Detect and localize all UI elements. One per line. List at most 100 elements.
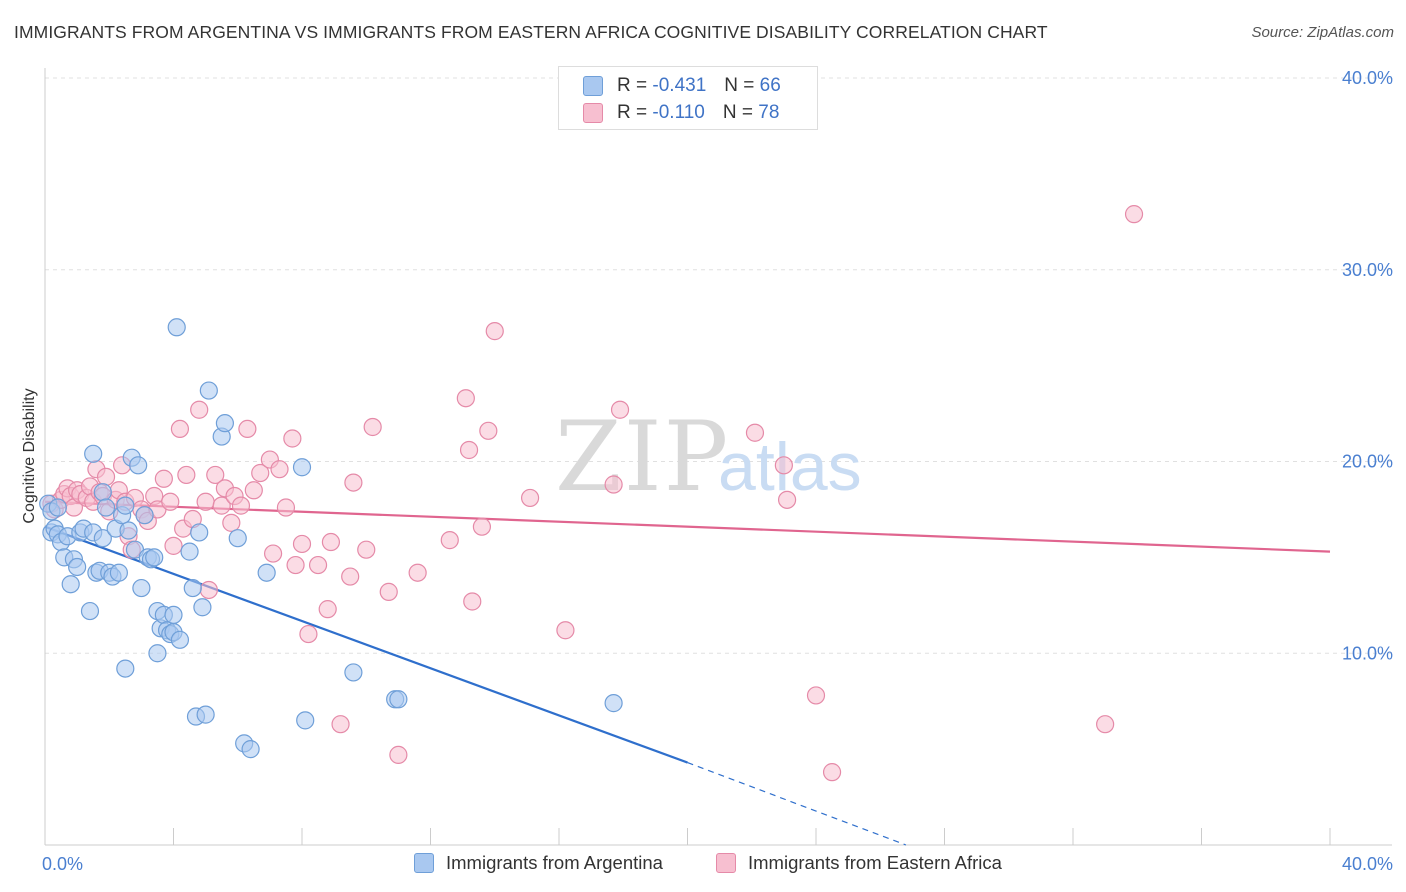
argentina-point [96,498,116,517]
argentina-point [129,456,148,475]
argentina-point [80,601,100,621]
y-tick-label-30: 30.0% [1342,260,1393,280]
legend-row-argentina: R = -0.431 N = 66 [583,73,781,99]
eastern-africa-point [604,475,623,494]
eastern-africa-point [299,624,318,644]
legend-r-value: -0.110 [652,102,705,123]
eastern-africa-point [263,544,283,563]
argentina-point [68,557,87,577]
argentina-point [296,711,315,730]
argentina-point [167,318,186,337]
x-tick-label-min: 0.0% [42,854,83,874]
source-label: Source: ZipAtlas.com [1251,24,1394,41]
argentina-point [93,483,112,502]
argentina-point [190,523,209,542]
argentina-point [228,529,247,548]
argentina-point [199,381,218,400]
eastern-africa-point [485,322,504,341]
eastern-africa-point [286,555,305,575]
legend-r-label: R = [617,75,648,96]
argentina-point [119,521,138,540]
y-tick-label-20: 20.0% [1342,452,1393,472]
eastern-africa-point [270,460,289,479]
eastern-africa-point [363,417,382,437]
eastern-africa-point [357,540,376,559]
legend-label-argentina: Immigrants from Argentina [446,852,663,873]
eastern-africa-point [1124,205,1144,224]
eastern-africa-point [822,763,842,782]
axes [44,68,1392,846]
eastern-africa-point [161,492,180,511]
eastern-africa-point [520,488,540,508]
argentina-point [164,605,183,625]
eastern-africa-point [321,532,341,552]
eastern-africa-point [199,580,218,600]
argentina-point [257,563,276,582]
eastern-africa-point [206,465,225,485]
legend-r-label: R = [617,102,648,123]
argentina-trend-extension [687,761,907,846]
eastern-africa-point [154,469,173,488]
eastern-africa-point [1096,715,1115,734]
argentina-point [196,705,215,724]
argentina-point [241,740,260,759]
legend-item-argentina: Immigrants from Argentina [414,852,663,874]
eastern-africa-point [379,582,398,601]
eastern-africa-point [806,686,826,705]
argentina-point [180,542,199,561]
tick-labels: 10.0% 20.0% 30.0% 40.0% 0.0% 40.0% [42,68,1393,874]
legend-n-value: 66 [759,75,781,96]
legend-swatch-blue [583,76,603,96]
eastern-africa-point [777,490,797,509]
eastern-africa-point [745,423,765,442]
eastern-africa-point [472,517,491,536]
legend-row-eastern-africa: R = -0.110 N = 78 [583,100,779,126]
y-axis-label: Cognitive Disability [21,388,38,523]
eastern-africa-point [190,400,209,419]
y-tick-label-40: 40.0% [1342,68,1393,88]
argentina-point [135,506,154,525]
argentina-point [183,578,202,598]
trend-lines [44,500,1331,846]
series-argentina-points [39,318,623,759]
eastern-africa-point [308,555,328,575]
eastern-africa-trend-line [44,500,1331,553]
argentina-point [344,663,363,682]
argentina-point [193,598,212,617]
eastern-africa-point [251,463,270,483]
eastern-africa-point [456,389,475,408]
stats-legend: R = -0.431 N = 66 R = -0.110 N = 78 [558,66,818,130]
legend-swatch-pink [583,103,603,123]
eastern-africa-point [292,534,312,554]
watermark-zip: ZIP [555,401,730,513]
argentina-point [109,563,128,582]
legend-label-eastern-africa: Immigrants from Eastern Africa [748,852,1002,873]
argentina-point [132,578,151,598]
chart-title: IMMIGRANTS FROM ARGENTINA VS IMMIGRANTS … [14,22,1048,42]
y-tick-label-10: 10.0% [1342,643,1393,663]
argentina-point [116,496,135,515]
eastern-africa-point [96,467,116,486]
legend-n-label: N = [724,75,755,96]
eastern-africa-point [283,429,302,448]
eastern-africa-point [463,592,482,611]
eastern-africa-point [610,400,630,419]
x-tick-label-max: 40.0% [1342,854,1393,874]
argentina-point [84,444,103,463]
eastern-africa-point [231,496,251,515]
argentina-point [93,529,112,548]
legend-swatch-blue [414,853,434,873]
argentina-point [145,548,164,567]
eastern-africa-point [238,419,257,439]
argentina-point [389,690,408,709]
eastern-africa-point [774,456,793,475]
legend-r-value: -0.431 [652,75,707,96]
series-legend: Immigrants from Argentina Immigrants fro… [0,852,1406,878]
legend-n-label: N = [722,102,753,123]
eastern-africa-point [479,421,498,440]
argentina-point [148,644,167,663]
watermark: ZIP atlas [555,401,862,513]
eastern-africa-point [196,492,215,511]
eastern-africa-point [344,473,363,492]
